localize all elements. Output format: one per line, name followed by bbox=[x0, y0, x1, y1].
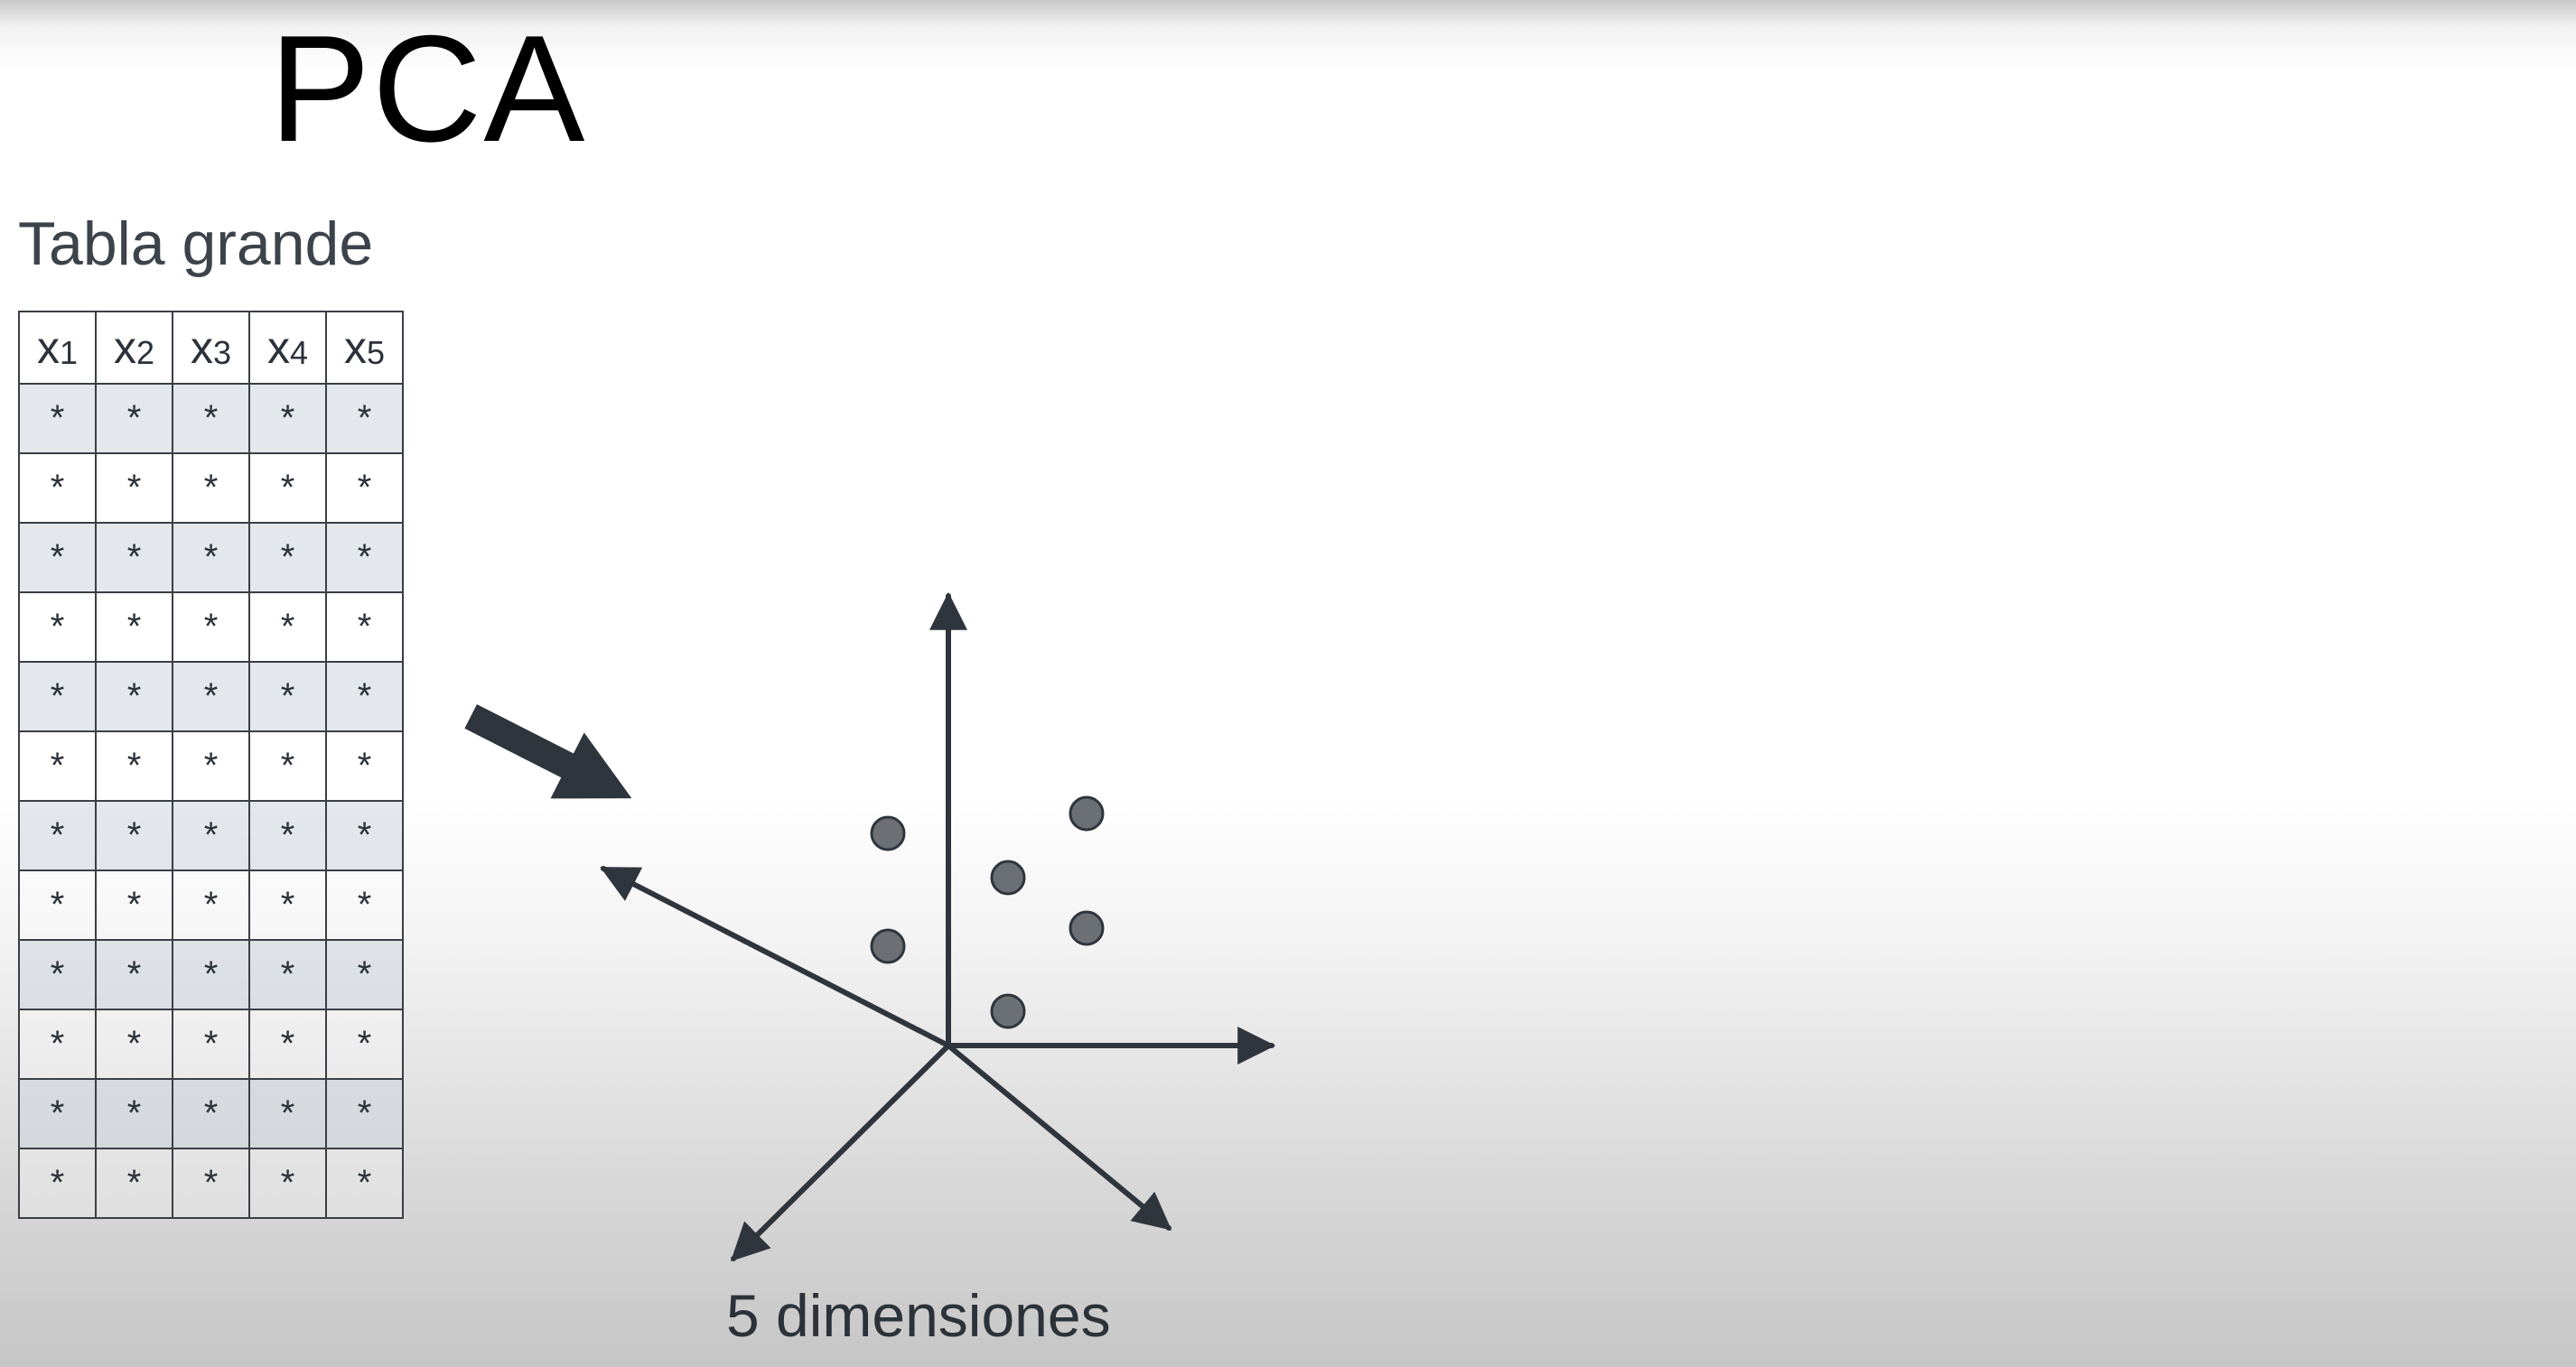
table-cell: * bbox=[172, 1078, 250, 1149]
table-body: * * * * * * * * * * * * * * * * * * * * * * * * * * * * * * * * * * * * * * * *… bbox=[18, 383, 404, 1219]
table-cell: * bbox=[172, 800, 250, 871]
table-cell: * bbox=[172, 661, 250, 732]
header-x1: x1 bbox=[18, 311, 97, 385]
pointer-arrow-icon bbox=[464, 704, 632, 799]
table-cell: * bbox=[172, 383, 250, 454]
table-cell: * bbox=[95, 661, 173, 732]
table-cell: * bbox=[95, 452, 173, 524]
data-point bbox=[990, 860, 1026, 896]
axis-upper-left bbox=[600, 866, 951, 1048]
table-cell: * bbox=[325, 869, 404, 941]
table-cell: * bbox=[248, 1009, 327, 1080]
table-cell: * bbox=[18, 1148, 97, 1219]
table-cell: * bbox=[18, 591, 97, 663]
table-cell: * bbox=[172, 939, 250, 1010]
table-caption: Tabla grande bbox=[18, 209, 374, 278]
table-row: * * * * * bbox=[18, 1009, 404, 1080]
data-point bbox=[990, 993, 1026, 1029]
table-cell: * bbox=[95, 939, 173, 1010]
table-cell: * bbox=[325, 383, 404, 454]
header-x2: x2 bbox=[95, 311, 173, 385]
table-cell: * bbox=[172, 452, 250, 524]
table-cell: * bbox=[18, 939, 97, 1010]
table-cell: * bbox=[325, 800, 404, 871]
table-row: * * * * * bbox=[18, 452, 404, 524]
table-row: * * * * * bbox=[18, 800, 404, 871]
data-point bbox=[1069, 795, 1105, 832]
table-cell: * bbox=[325, 939, 404, 1010]
table-cell: * bbox=[95, 800, 173, 871]
table-cell: * bbox=[248, 1078, 327, 1149]
table-cell: * bbox=[248, 730, 327, 802]
table-cell: * bbox=[18, 800, 97, 871]
table-cell: * bbox=[95, 869, 173, 941]
table-cell: * bbox=[172, 1009, 250, 1080]
table-row: * * * * * bbox=[18, 661, 404, 732]
table-row: * * * * * bbox=[18, 869, 404, 941]
header-x5: x5 bbox=[325, 311, 404, 385]
axis-lower-right bbox=[946, 1043, 1172, 1231]
data-point bbox=[1069, 910, 1105, 946]
table-cell: * bbox=[325, 1148, 404, 1219]
table-cell: * bbox=[95, 730, 173, 802]
table-cell: * bbox=[95, 522, 173, 593]
data-table: x1 x2 x3 x4 x5 * * * * * * * * * * * * * * * * * * * * * * * * *… bbox=[18, 311, 404, 1219]
table-cell: * bbox=[18, 522, 97, 593]
table-cell: * bbox=[95, 383, 173, 454]
table-row: * * * * * bbox=[18, 591, 404, 663]
table-cell: * bbox=[172, 591, 250, 663]
table-cell: * bbox=[325, 591, 404, 663]
table-cell: * bbox=[325, 661, 404, 732]
dimensions-label: 5 dimensiones bbox=[726, 1282, 1111, 1349]
table-cell: * bbox=[325, 1078, 404, 1149]
table-row: * * * * * bbox=[18, 1078, 404, 1149]
table-row: * * * * * bbox=[18, 522, 404, 593]
table-row: * * * * * bbox=[18, 383, 404, 454]
table-cell: * bbox=[248, 452, 327, 524]
table-cell: * bbox=[18, 1078, 97, 1149]
table-cell: * bbox=[18, 869, 97, 941]
table-row: * * * * * bbox=[18, 1148, 404, 1219]
table-cell: * bbox=[325, 730, 404, 802]
data-point bbox=[870, 815, 906, 851]
header-x3: x3 bbox=[172, 311, 250, 385]
table-cell: * bbox=[248, 800, 327, 871]
table-cell: * bbox=[248, 383, 327, 454]
table-cell: * bbox=[95, 1148, 173, 1219]
table-cell: * bbox=[18, 452, 97, 524]
table-cell: * bbox=[248, 869, 327, 941]
table-row: * * * * * bbox=[18, 730, 404, 802]
table-header-row: x1 x2 x3 x4 x5 bbox=[18, 311, 404, 385]
table-cell: * bbox=[18, 383, 97, 454]
table-cell: * bbox=[18, 1009, 97, 1080]
table-cell: * bbox=[172, 522, 250, 593]
data-points bbox=[870, 795, 1105, 1029]
table-cell: * bbox=[172, 1148, 250, 1219]
axis-lower-left bbox=[731, 1043, 951, 1261]
table-cell: * bbox=[248, 591, 327, 663]
table-cell: * bbox=[95, 591, 173, 663]
table-cell: * bbox=[248, 522, 327, 593]
table-cell: * bbox=[325, 522, 404, 593]
axes bbox=[600, 591, 1276, 1261]
table-row: * * * * * bbox=[18, 939, 404, 1010]
table-cell: * bbox=[172, 730, 250, 802]
table-cell: * bbox=[95, 1078, 173, 1149]
table-cell: * bbox=[248, 939, 327, 1010]
table-cell: * bbox=[248, 1148, 327, 1219]
data-point bbox=[870, 928, 906, 964]
table-cell: * bbox=[95, 1009, 173, 1080]
table-cell: * bbox=[172, 869, 250, 941]
table-cell: * bbox=[325, 452, 404, 524]
slide-title: PCA bbox=[269, 4, 587, 173]
table-cell: * bbox=[248, 661, 327, 732]
header-x4: x4 bbox=[248, 311, 327, 385]
table-cell: * bbox=[18, 661, 97, 732]
table-cell: * bbox=[18, 730, 97, 802]
table-cell: * bbox=[325, 1009, 404, 1080]
